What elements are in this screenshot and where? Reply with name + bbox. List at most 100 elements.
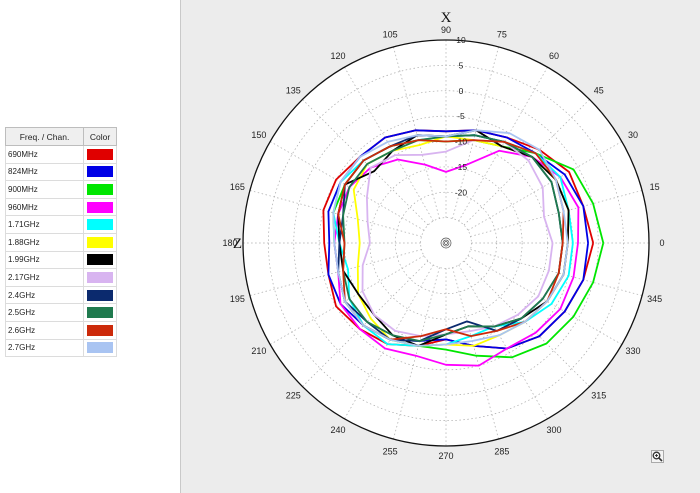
legend-row: 1.88GHz [4,232,117,252]
grid-spoke [344,264,434,419]
center-marker [442,239,450,247]
legend-row: 960MHz [4,197,117,217]
angle-tick-label: 30 [628,130,638,140]
legend-swatch-cell [83,215,117,234]
legend-row: 690MHz [4,145,117,164]
angle-tick-label: 330 [626,346,641,356]
legend-label: 900MHz [4,180,85,199]
legend-swatch-cell [83,250,117,270]
angle-tick-label: 300 [546,425,561,435]
legend-color-swatch [87,219,113,231]
grid-spoke [270,255,425,345]
grid-spoke [470,249,643,296]
legend-label: 2.17GHz [4,268,85,287]
grid-spoke [249,190,422,237]
angle-tick-label: 0 [659,238,664,248]
angle-tick-label: 45 [594,85,604,95]
angle-tick-label: 60 [549,51,559,61]
grid-spoke [344,67,434,222]
radial-tick-label: -20 [455,187,468,197]
legend-label: 1.99GHz [4,250,85,270]
grid-circle [293,90,599,396]
legend-header-color: Color [83,127,117,146]
legend-row: 2.5GHz [4,303,117,322]
legend-color-swatch [87,166,113,178]
angle-tick-label: 165 [230,182,245,192]
angle-tick-label: 270 [438,451,453,461]
series-trace [332,129,569,347]
legend-label: 2.7GHz [4,338,85,358]
radial-tick-label: 0 [459,86,464,96]
angle-tick-label: 255 [383,447,398,457]
legend-header-row: Freq. / Chan. Color [4,127,117,146]
legend-color-swatch [87,324,113,336]
grid-spoke [463,260,590,387]
radial-tick-label: -5 [457,111,465,121]
legend-color-swatch [87,307,113,319]
radial-tick-label: 5 [459,60,464,70]
radial-tick-label: 10 [456,35,466,45]
grid-spoke [302,260,429,387]
legend-label: 2.6GHz [4,320,85,340]
outer-ring [242,39,650,447]
angle-tick-label: 225 [286,391,301,401]
grid-circle [369,166,523,320]
grid-spoke [249,249,422,296]
grid-spoke [302,99,429,226]
angle-tick-label: 135 [286,85,301,95]
legend-swatch-cell [83,285,117,305]
angle-tick-label: 120 [330,51,345,61]
angle-tick-label: 180 [222,238,237,248]
legend-color-swatch [87,254,113,266]
grid-spoke [393,267,440,440]
grid-spoke [452,267,499,440]
legend-label: 824MHz [4,162,85,182]
legend-row: 2.4GHz [4,285,117,305]
angle-tick-label: 15 [650,182,660,192]
legend-color-swatch [87,271,113,283]
polar-plot-panel: 0 15 30 45 60 75 90 105 120 135 150 165 180 195 210 225… [180,0,700,493]
grid-spoke [458,67,548,222]
angle-tick-label: 195 [230,294,245,304]
grid-spoke [467,141,622,231]
legend-row: 1.71GHz [4,215,117,234]
angle-tick-label: 90 [441,25,451,35]
legend-label: 960MHz [4,197,85,217]
legend-swatch-cell [83,197,117,217]
angle-tick-label: 75 [497,29,507,39]
radial-tick-label: -15 [455,162,468,172]
legend-label: 2.4GHz [4,285,85,305]
axis-label-x: X [441,10,452,26]
angle-tick-label: 150 [251,130,266,140]
legend-row: 824MHz [4,162,117,182]
legend-row: 2.7GHz [4,338,117,358]
grid-spoke [470,190,643,237]
legend-row: 1.99GHz [4,250,117,270]
angle-tick-label: 105 [383,29,398,39]
legend-color-swatch [87,236,113,248]
legend-label: 1.88GHz [4,232,85,252]
grid-spoke [463,99,590,226]
legend-row: 900MHz [4,180,117,199]
legend-color-swatch [87,289,113,301]
series-trace [337,139,565,341]
legend-color-swatch [87,148,113,160]
legend-label: 690MHz [4,145,85,164]
angle-tick-label: 345 [647,294,662,304]
legend-color-swatch [87,201,113,213]
radial-tick-label: -10 [455,137,468,147]
legend-header-freq: Freq. / Chan. [4,127,85,146]
legend-row: 2.17GHz [4,268,117,287]
legend-swatch-cell [83,232,117,252]
legend-swatch-cell [83,320,117,340]
legend-swatch-cell [83,303,117,322]
angle-tick-label: 210 [251,346,266,356]
legend-swatch-cell [83,180,117,199]
zoom-icon[interactable] [651,450,664,463]
angle-tick-label: 240 [330,425,345,435]
legend-color-swatch [87,342,113,354]
grid-spoke [393,46,440,219]
grid-spoke [452,46,499,219]
grid-spoke [458,264,548,419]
polar-chart: 0153045607590105120135150165180195210225… [222,10,664,461]
